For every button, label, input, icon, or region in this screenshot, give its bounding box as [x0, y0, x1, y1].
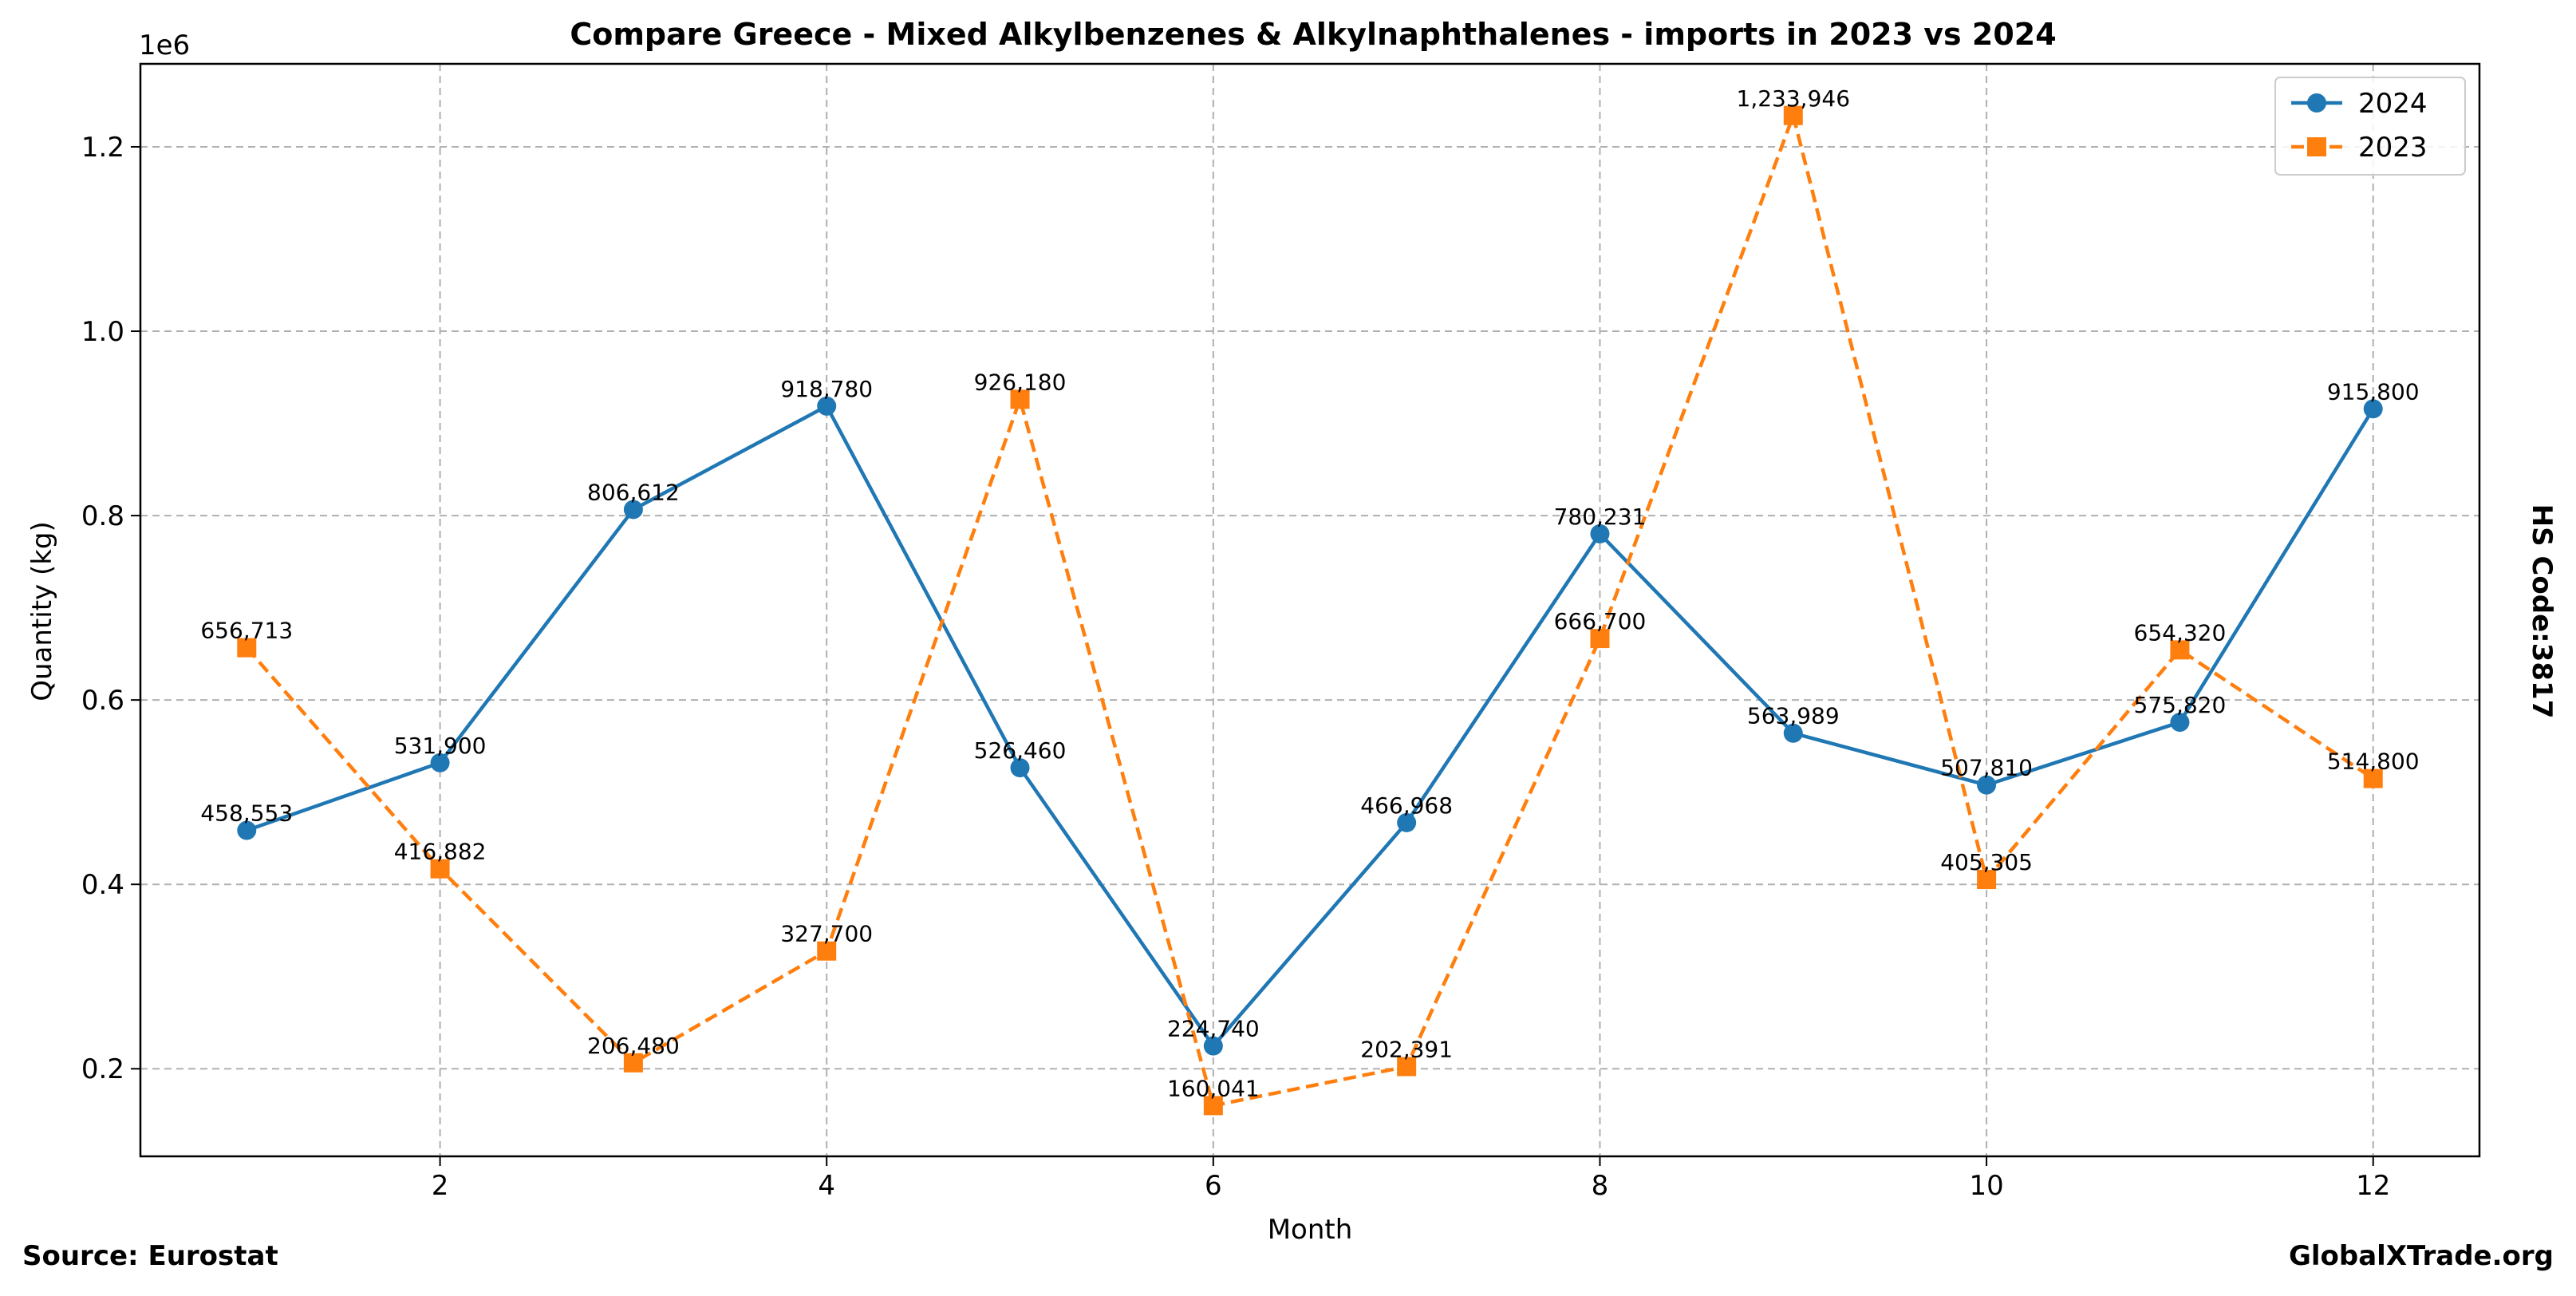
series-2023-point — [1783, 105, 1803, 125]
series-2024-data-label: 224,740 — [1167, 1016, 1260, 1042]
y-tick-label: 1.0 — [81, 316, 124, 348]
series-2023-data-label: 1,233,946 — [1737, 85, 1851, 112]
x-tick-label: 8 — [1592, 1170, 1609, 1202]
series-2023-point — [817, 941, 837, 961]
axis-ticks: 2 4 6 8 10 12 0.2 0.4 0.6 0.8 1.0 1.2 — [81, 132, 2390, 1202]
legend-marker — [2307, 93, 2326, 113]
series-2023-data-label: 160,041 — [1167, 1075, 1260, 1101]
series-2023-data-label: 514,800 — [2327, 749, 2420, 775]
series-2023-point — [2363, 769, 2383, 788]
series-2024-data-label: 780,231 — [1554, 504, 1647, 530]
series-2024-data-label: 526,460 — [974, 737, 1067, 764]
grid — [140, 64, 2479, 1156]
series-2023-point — [2170, 640, 2190, 660]
y-tick-label: 0.8 — [81, 500, 124, 532]
series-2023-data-label: 666,700 — [1554, 608, 1647, 634]
y-tick-label: 0.6 — [81, 685, 124, 717]
series-2023-data-label: 926,180 — [974, 369, 1067, 395]
legend-marker — [2307, 137, 2326, 156]
series-2024-point — [1977, 775, 1997, 795]
chart-title: Compare Greece - Mixed Alkylbenzenes & A… — [570, 17, 2056, 52]
series-2024-point — [1397, 812, 1417, 832]
series-2024-point — [1783, 723, 1803, 743]
y-axis-offset-label: 1e6 — [139, 30, 190, 61]
y-tick-label: 0.4 — [81, 869, 124, 901]
series-2023-point — [237, 638, 257, 658]
series-2024-point — [1590, 524, 1610, 543]
hs-code-label: HS Code:3817 — [2526, 504, 2558, 719]
y-tick-label: 0.2 — [81, 1053, 124, 1085]
series-2023-data-label: 206,480 — [587, 1033, 680, 1059]
brand-label: GlobalXTrade.org — [2288, 1240, 2554, 1272]
legend-label: 2024 — [2358, 88, 2428, 120]
series-2023-point — [1010, 389, 1030, 409]
series-2023-point — [1590, 629, 1610, 649]
series-2023-point — [430, 859, 450, 879]
series-2023-line — [245, 113, 2374, 1108]
x-tick-label: 6 — [1205, 1170, 1222, 1202]
series-2023-data-label: 405,305 — [1940, 849, 2033, 875]
series-2024-data-label: 918,780 — [780, 376, 873, 402]
series-2024-data-label: 575,820 — [2134, 692, 2227, 718]
legend-label: 2023 — [2358, 132, 2428, 164]
x-tick-label: 10 — [1969, 1170, 2003, 1202]
x-tick-label: 12 — [2356, 1170, 2390, 1202]
series-2023-data-label: 656,713 — [200, 618, 293, 644]
series-2024-point — [2170, 713, 2190, 733]
x-tick-label: 4 — [818, 1170, 835, 1202]
x-axis-label: Month — [1268, 1214, 1353, 1246]
series-2024-point — [1010, 758, 1030, 778]
series-2024-point — [623, 500, 643, 520]
legend: 2024 2023 — [2274, 77, 2466, 176]
series-2024-data-label: 466,968 — [1360, 792, 1453, 819]
series-2024-data-label: 507,810 — [1940, 755, 2033, 781]
series-2024-point — [430, 753, 450, 772]
y-tick-label: 1.2 — [81, 132, 124, 164]
plot-frame — [139, 62, 2481, 1158]
series-2024-point — [817, 396, 837, 416]
series-2024-data-label: 915,800 — [2327, 378, 2420, 405]
series-2024-data-label: 563,989 — [1747, 703, 1840, 729]
series-2024-line — [246, 404, 2375, 1048]
series-2023-point — [1977, 870, 1997, 890]
series-2024-data-label: 531,900 — [394, 733, 487, 759]
series-2024-point — [2363, 399, 2383, 419]
series-2023-data-label: 416,882 — [394, 839, 487, 865]
series-2023-point — [623, 1053, 643, 1073]
series-2024-data-label: 806,612 — [587, 479, 680, 505]
source-note: Source: Eurostat — [22, 1240, 278, 1272]
series-layer — [237, 105, 2383, 1116]
series-2024-point — [1203, 1036, 1223, 1056]
series-2024-point — [237, 820, 257, 840]
data-labels: 458,553 531,900 806,612 918,780 526,460 224,7… — [200, 85, 2419, 1102]
y-axis-label: Quantity (kg) — [26, 521, 58, 701]
series-2024-data-label: 458,553 — [200, 800, 293, 827]
series-2023-data-label: 654,320 — [2134, 619, 2227, 646]
series-2023-point — [1397, 1057, 1417, 1077]
x-tick-label: 2 — [432, 1170, 449, 1202]
series-2023-data-label: 202,391 — [1360, 1036, 1453, 1062]
series-2023-point — [1203, 1096, 1223, 1116]
series-2023-data-label: 327,700 — [780, 921, 873, 947]
